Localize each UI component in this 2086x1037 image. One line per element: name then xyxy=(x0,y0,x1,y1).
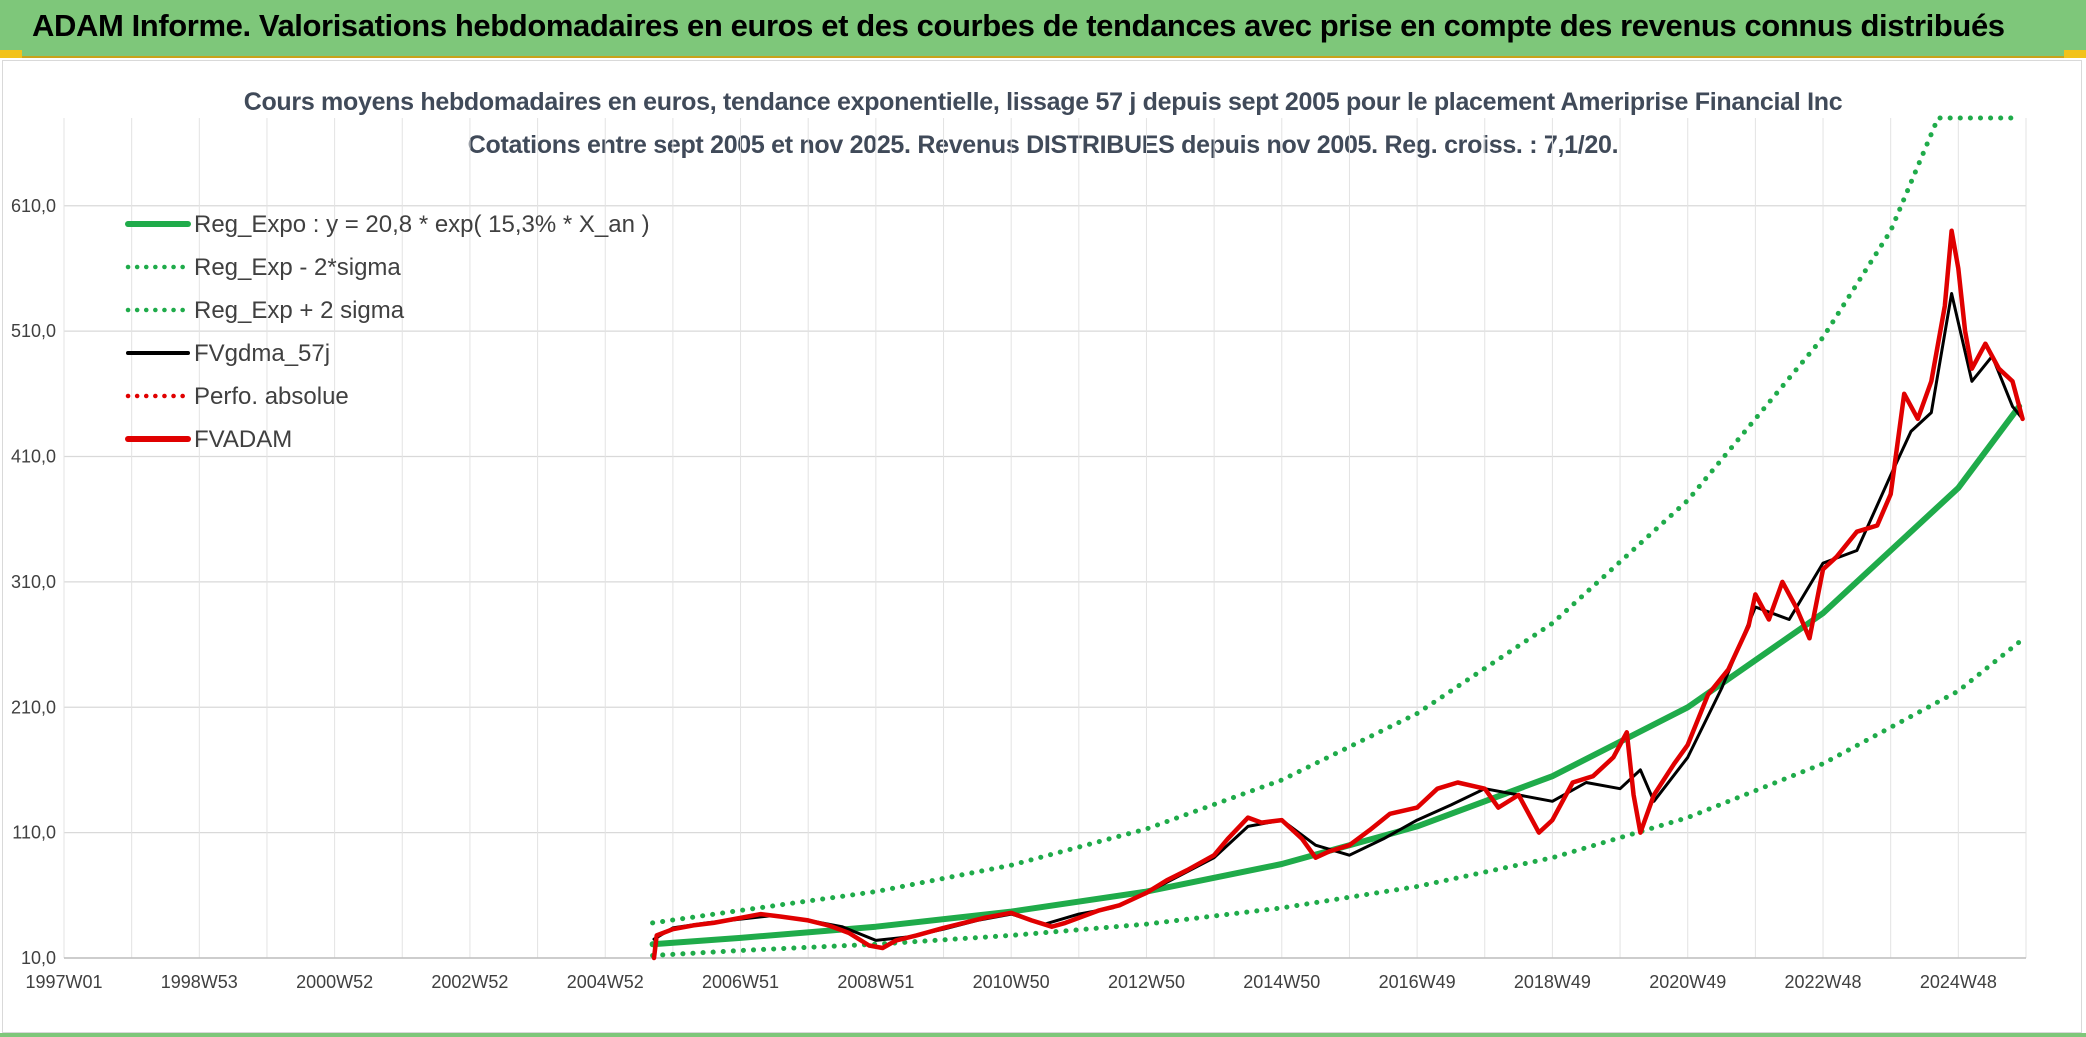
chart-legend: Reg_Expo : y = 20,8 * exp( 15,3% * X_an … xyxy=(125,211,650,453)
legend-label-1: Reg_Exp - 2*sigma xyxy=(194,254,401,281)
report-title: ADAM Informe. Valorisations hebdomadaire… xyxy=(32,8,2005,43)
x-tick-label: 2010W50 xyxy=(973,972,1050,992)
series-line-0 xyxy=(649,403,2023,948)
chart-title: Cours moyens hebdomadaires en euros, ten… xyxy=(243,88,1843,116)
chart-grid xyxy=(63,118,2027,959)
report-header: ADAM Informe. Valorisations hebdomadaire… xyxy=(0,0,2086,58)
x-tick-label: 1997W01 xyxy=(25,972,102,992)
bottom-strip xyxy=(0,1033,2086,1037)
legend-label-0: Reg_Expo : y = 20,8 * exp( 15,3% * X_an … xyxy=(194,211,650,238)
x-tick-label: 2000W52 xyxy=(296,972,373,992)
y-tick-label: 210,0 xyxy=(11,697,56,717)
x-tick-label: 2014W50 xyxy=(1243,972,1320,992)
x-tick-label: 2016W49 xyxy=(1379,972,1456,992)
chart-frame xyxy=(2,60,2082,1033)
x-axis-ticks: 1997W01 1998W53 2000W52 2002W52 2004W52 2006W… xyxy=(25,972,1996,992)
x-tick-label: 2002W52 xyxy=(431,972,508,992)
header-corner-right xyxy=(2064,50,2086,58)
y-tick-label: 110,0 xyxy=(12,823,56,843)
x-tick-label: 1998W53 xyxy=(161,972,238,992)
series-line-5 xyxy=(651,228,2025,961)
header-corner-left xyxy=(0,50,22,58)
chart-series xyxy=(649,115,2025,961)
y-tick-label: 10,0 xyxy=(21,948,56,968)
series-line-1 xyxy=(650,639,2022,958)
y-tick-label: 310,0 xyxy=(11,572,56,592)
x-tick-label: 2008W51 xyxy=(837,972,914,992)
legend-label-2: Reg_Exp + 2 sigma xyxy=(194,297,405,324)
x-tick-label: 2020W49 xyxy=(1649,972,1726,992)
x-tick-label: 2018W49 xyxy=(1514,972,1591,992)
y-tick-label: 410,0 xyxy=(11,447,56,467)
x-tick-label: 2006W51 xyxy=(702,972,779,992)
y-tick-label: 510,0 xyxy=(11,321,56,341)
y-tick-label: 610,0 xyxy=(11,196,56,216)
legend-label-5: FVADAM xyxy=(194,426,292,453)
y-axis-ticks: 10,0 110,0 210,0 310,0 410,0 510,0 610,0 xyxy=(11,196,56,968)
legend-label-3: FVgdma_57j xyxy=(194,340,330,367)
x-tick-label: 2024W48 xyxy=(1920,972,1997,992)
x-tick-label: 2004W52 xyxy=(567,972,644,992)
legend-label-4: Perfo. absolue xyxy=(194,383,349,410)
x-tick-label: 2022W48 xyxy=(1785,972,1862,992)
chart-subtitle: Cotations entre sept 2005 et nov 2025. R… xyxy=(467,131,1619,159)
x-tick-label: 2012W50 xyxy=(1108,972,1185,992)
series-line-3 xyxy=(652,292,2025,942)
series-line-2 xyxy=(650,115,2022,926)
